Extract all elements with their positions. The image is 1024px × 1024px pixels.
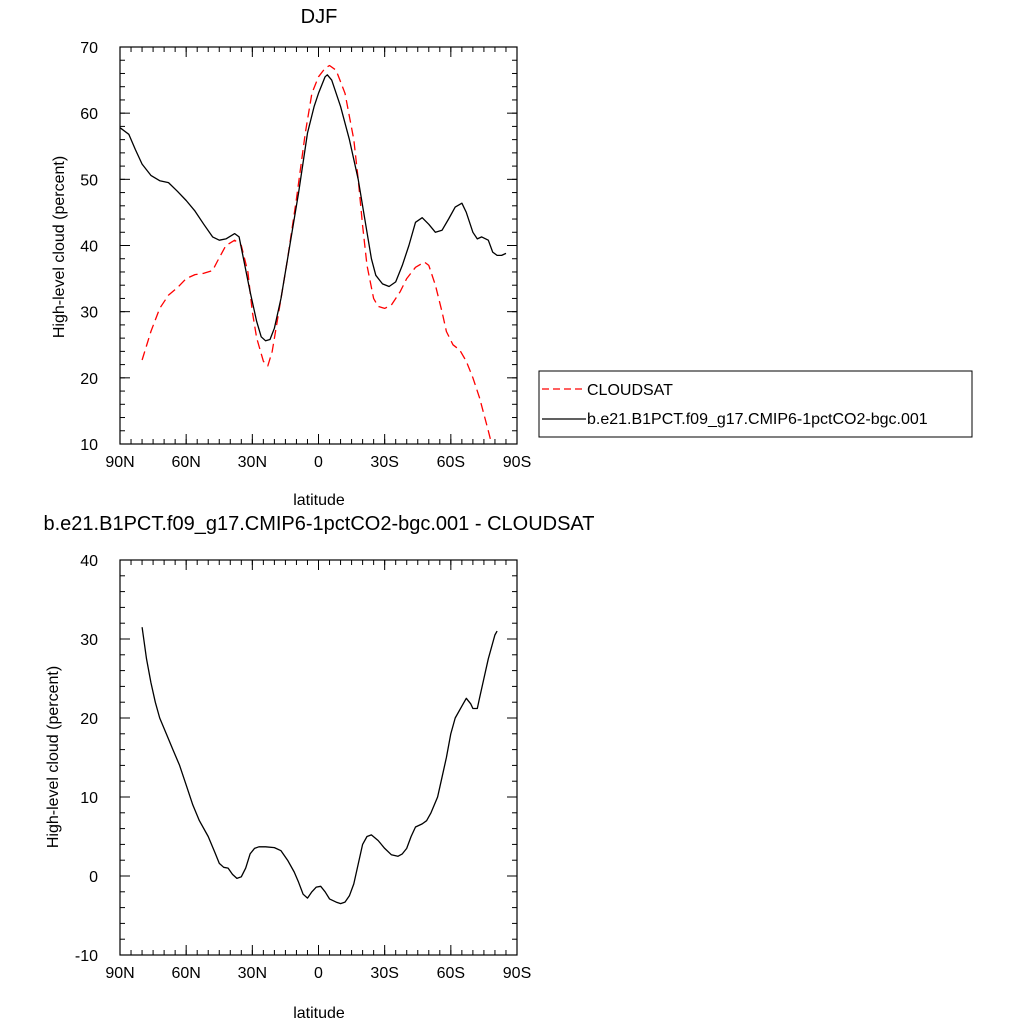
x-tick-label: 30S bbox=[370, 454, 398, 471]
y-tick-label: -10 bbox=[75, 948, 98, 965]
x-axis-label: latitude bbox=[293, 1005, 345, 1022]
x-axis-label: latitude bbox=[293, 492, 345, 509]
plot-area: 90N 60N 30N 0 30S 60S 90S 10 20 30 40 50 60 70 bbox=[80, 40, 531, 471]
series-line-1 bbox=[119, 74, 507, 342]
chart-title: b.e21.B1PCT.f09_g17.CMIP6-1pctCO2-bgc.00… bbox=[44, 513, 595, 535]
series-line-0 bbox=[141, 627, 498, 905]
legend: CLOUDSAT b.e21.B1PCT.f09_g17.CMIP6-1pctC… bbox=[538, 370, 973, 438]
djf-chart: DJF 90N 60N 30N 0 30S 60S 90S 10 20 30 40 50 60 70 la… bbox=[51, 6, 973, 509]
y-tick-label: 0 bbox=[89, 869, 98, 886]
y-tick-label: 30 bbox=[80, 305, 98, 322]
y-axis-label: High-level cloud (percent) bbox=[45, 666, 62, 848]
y-tick-label: 50 bbox=[80, 172, 98, 189]
plot-area: 90N 60N 30N 0 30S 60S 90S -10 0 10 20 30 40 bbox=[75, 553, 531, 982]
x-tick-label: 90N bbox=[105, 454, 134, 471]
plot-frame bbox=[119, 559, 518, 956]
y-tick-label: 40 bbox=[80, 553, 98, 570]
x-tick-label: 0 bbox=[314, 454, 323, 471]
y-tick-label: 10 bbox=[80, 437, 98, 454]
x-tick-label: 90S bbox=[503, 454, 531, 471]
y-tick-label: 10 bbox=[80, 790, 98, 807]
legend-label-model: b.e21.B1PCT.f09_g17.CMIP6-1pctCO2-bgc.00… bbox=[587, 411, 928, 428]
chart-title: DJF bbox=[301, 6, 338, 28]
x-tick-label: 60N bbox=[171, 965, 200, 982]
x-tick-label: 30S bbox=[370, 965, 398, 982]
plot-frame bbox=[119, 46, 518, 445]
y-tick-label: 70 bbox=[80, 40, 98, 57]
y-tick-label: 30 bbox=[80, 632, 98, 649]
legend-label-cloudsat: CLOUDSAT bbox=[587, 382, 673, 399]
y-axis-label: High-level cloud (percent) bbox=[51, 156, 68, 338]
x-tick-label: 90S bbox=[503, 965, 531, 982]
x-tick-label: 30N bbox=[238, 454, 267, 471]
x-tick-label: 0 bbox=[314, 965, 323, 982]
x-tick-label: 90N bbox=[105, 965, 134, 982]
y-tick-label: 40 bbox=[80, 239, 98, 256]
difference-chart: b.e21.B1PCT.f09_g17.CMIP6-1pctCO2-bgc.00… bbox=[44, 513, 595, 1022]
x-tick-label: 60S bbox=[437, 965, 465, 982]
x-tick-label: 30N bbox=[238, 965, 267, 982]
y-tick-label: 60 bbox=[80, 106, 98, 123]
series-line-0 bbox=[141, 64, 493, 445]
legend-box bbox=[538, 370, 973, 438]
x-tick-label: 60N bbox=[171, 454, 200, 471]
x-tick-label: 60S bbox=[437, 454, 465, 471]
y-tick-label: 20 bbox=[80, 711, 98, 728]
y-tick-label: 20 bbox=[80, 371, 98, 388]
